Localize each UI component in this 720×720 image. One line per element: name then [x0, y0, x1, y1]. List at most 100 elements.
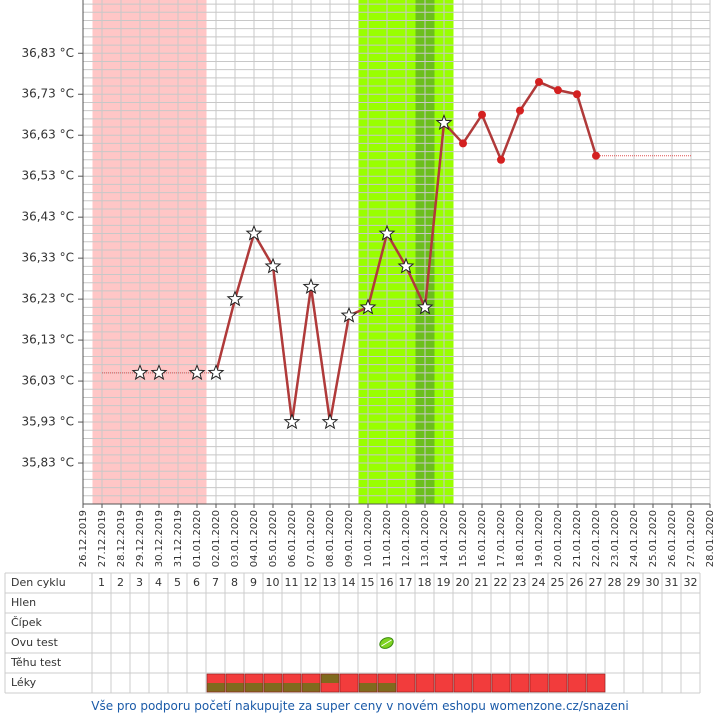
cycle-day: 14: [342, 576, 356, 589]
cycle-day: 26: [570, 576, 584, 589]
med-box-border: [548, 673, 568, 693]
med-box-border: [529, 673, 549, 693]
med-box-top: [207, 674, 225, 683]
cycle-day: 29: [627, 576, 641, 589]
cycle-day: 25: [551, 576, 565, 589]
y-tick-label: 36,63 °C: [21, 128, 74, 142]
x-tick-label: 01.01.2020: [192, 510, 203, 567]
med-box-border: [301, 673, 321, 693]
cycle-day: 21: [475, 576, 489, 589]
star-marker: [397, 257, 415, 274]
cycle-day: 6: [193, 576, 200, 589]
med-box-border: [339, 673, 359, 693]
cycle-day: 20: [456, 576, 470, 589]
row-label: Hlen: [11, 596, 36, 609]
med-box-top: [511, 674, 529, 683]
med-box-top: [530, 674, 548, 683]
cycle-day: 19: [437, 576, 451, 589]
med-box-bottom: [207, 683, 225, 692]
cycle-day: 28: [608, 576, 622, 589]
cycle-day: 7: [212, 576, 219, 589]
med-box-top: [226, 674, 244, 683]
x-tick-label: 27.01.2020: [686, 510, 697, 567]
med-box-top: [302, 674, 320, 683]
med-box-bottom: [435, 683, 453, 692]
star-marker: [131, 363, 149, 381]
med-box-border: [586, 673, 606, 693]
x-tick-label: 29.12.2019: [135, 510, 146, 567]
med-box-top: [492, 674, 510, 683]
dot-marker: [478, 110, 486, 119]
med-box-top: [264, 674, 282, 683]
med-box-border: [434, 673, 454, 693]
star-marker: [416, 298, 434, 315]
cycle-day: 10: [266, 576, 280, 589]
med-box-bottom: [283, 683, 301, 692]
cycle-day: 16: [380, 576, 394, 589]
row-label: Léky: [11, 676, 37, 689]
y-tick-label: 36,53 °C: [21, 169, 74, 183]
y-tick-label: 36,73 °C: [21, 87, 74, 101]
med-box-top: [245, 674, 263, 683]
row-label: Ovu test: [11, 636, 58, 649]
cycle-day: 31: [665, 576, 679, 589]
star-marker: [321, 413, 339, 430]
cycle-day: 18: [418, 576, 432, 589]
med-box-border: [263, 673, 283, 693]
med-box-bottom: [226, 683, 244, 692]
x-tick-label: 04.01.2020: [249, 510, 260, 567]
y-tick-label: 36,33 °C: [21, 251, 74, 265]
med-box-border: [415, 673, 435, 693]
star-marker: [188, 363, 206, 381]
star-marker: [378, 224, 396, 241]
y-tick-label: 36,03 °C: [21, 374, 74, 388]
x-tick-label: 07.01.2020: [306, 510, 317, 567]
med-box-bottom: [359, 683, 377, 692]
dot-marker: [516, 106, 524, 115]
med-box-bottom: [397, 683, 415, 692]
x-tick-label: 17.01.2020: [496, 510, 507, 567]
med-box-top: [568, 674, 586, 683]
footer-link[interactable]: Vše pro podporu početí nakupujte za supe…: [91, 699, 629, 713]
med-box-border: [396, 673, 416, 693]
med-box-bottom: [340, 683, 358, 692]
y-tick-label: 36,13 °C: [21, 333, 74, 347]
phase-band: [92, 0, 207, 504]
med-box-border: [510, 673, 530, 693]
med-box-top: [378, 674, 396, 683]
dot-marker: [535, 77, 543, 86]
med-box-top: [435, 674, 453, 683]
med-box-top: [454, 674, 472, 683]
med-box-bottom: [321, 683, 339, 692]
star-marker: [340, 306, 358, 323]
x-tick-label: 14.01.2020: [439, 510, 450, 567]
med-box-bottom: [530, 683, 548, 692]
x-tick-label: 28.01.2020: [705, 510, 716, 567]
cycle-day: 4: [155, 576, 162, 589]
row-label: Čípek: [11, 616, 42, 629]
med-box-border: [225, 673, 245, 693]
x-tick-label: 19.01.2020: [534, 510, 545, 567]
med-box-bottom: [473, 683, 491, 692]
med-box-border: [320, 673, 340, 693]
med-box-top: [549, 674, 567, 683]
x-tick-label: 08.01.2020: [325, 510, 336, 567]
med-box-bottom: [454, 683, 472, 692]
x-tick-label: 05.01.2020: [268, 510, 279, 567]
ovu-test-icon-vein: [381, 639, 392, 647]
cycle-day: 27: [589, 576, 603, 589]
x-tick-label: 11.01.2020: [382, 510, 393, 567]
dot-marker: [497, 155, 505, 164]
cycle-day: 11: [285, 576, 299, 589]
x-tick-label: 24.01.2020: [629, 510, 640, 567]
y-tick-label: 36,83 °C: [21, 46, 74, 60]
med-box-border: [472, 673, 492, 693]
x-tick-label: 15.01.2020: [458, 510, 469, 567]
cycle-day: 15: [361, 576, 375, 589]
cycle-day: 17: [399, 576, 413, 589]
med-box-bottom: [587, 683, 605, 692]
chart: 35,83 °C 35,93 °C 36,03 °C 36,13 °C 36,23 °C…: [4, 0, 716, 694]
star-marker: [245, 224, 263, 241]
med-box-bottom: [378, 683, 396, 692]
